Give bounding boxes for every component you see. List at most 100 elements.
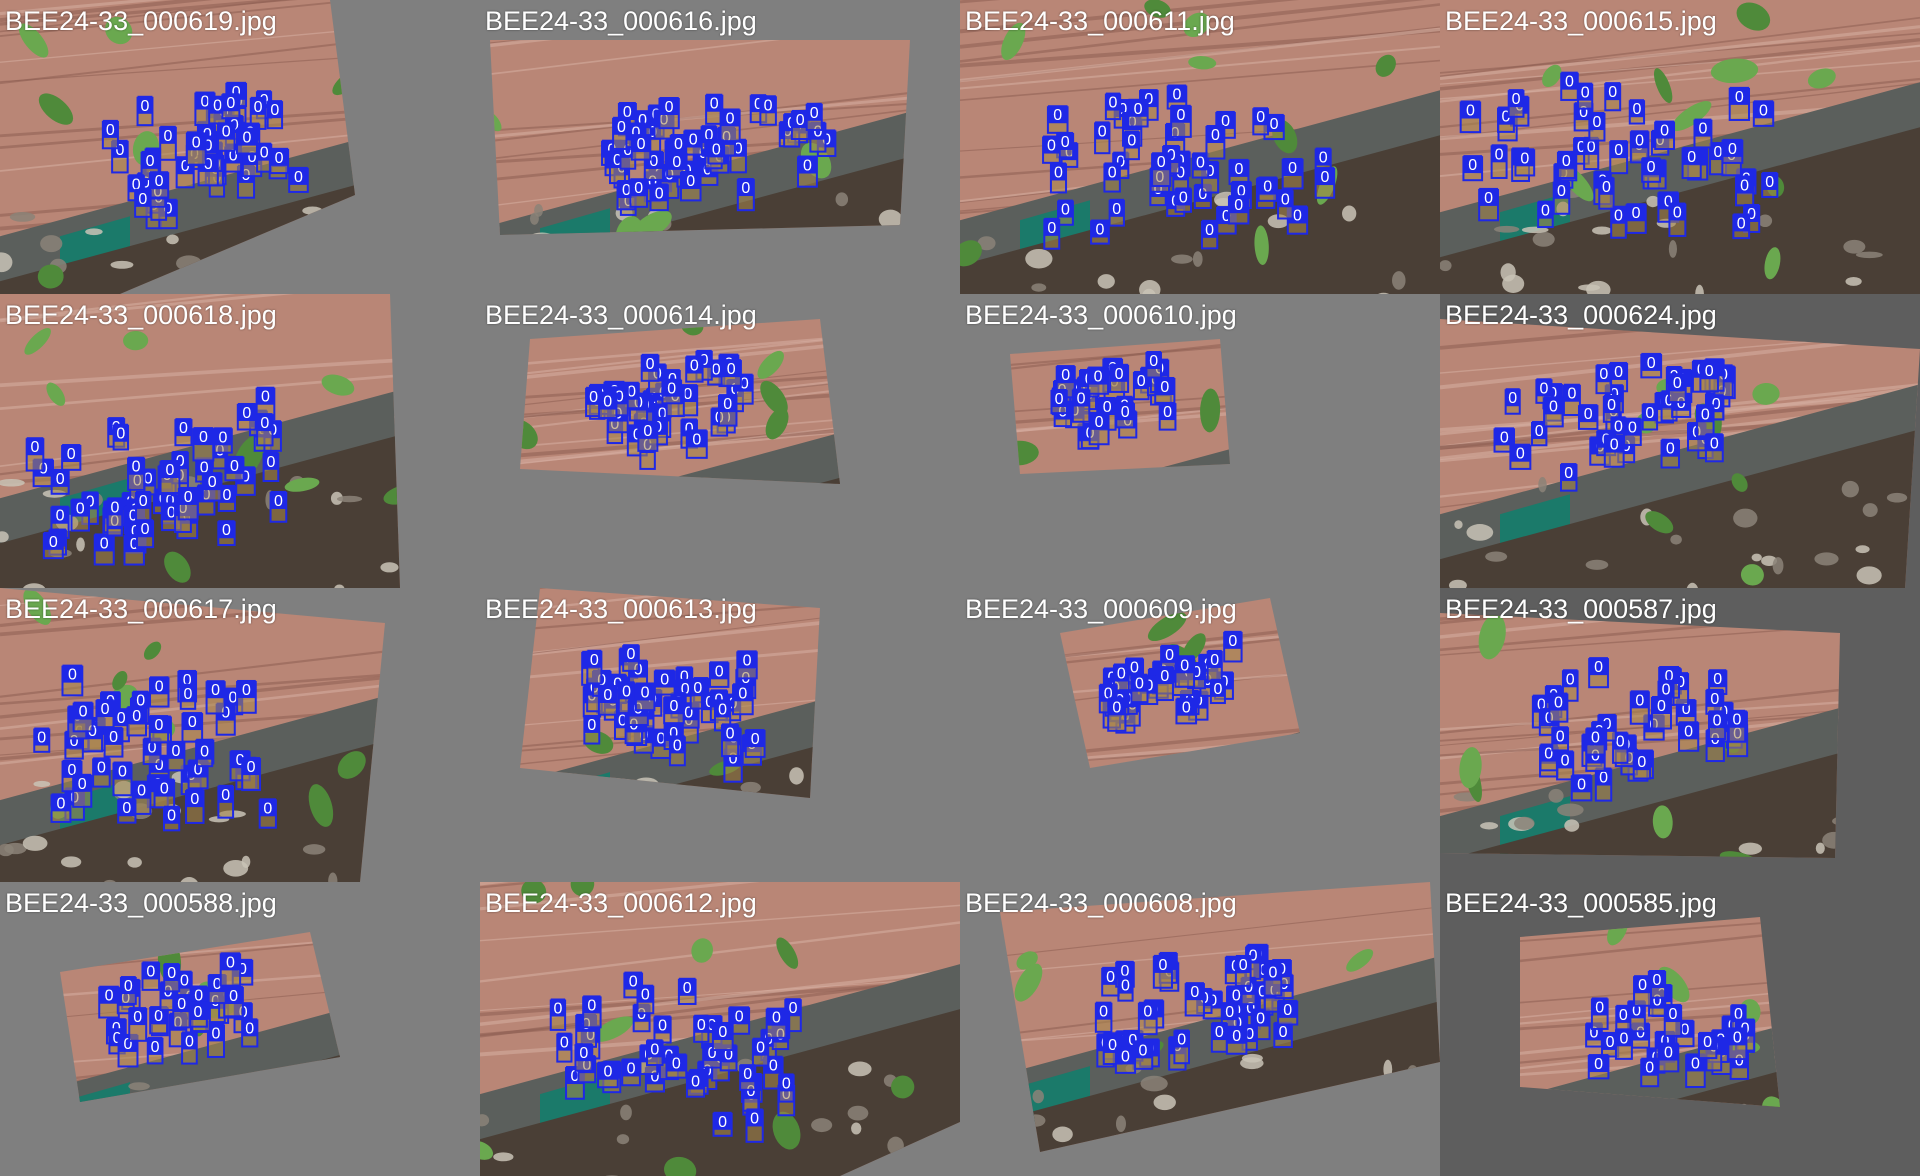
image-filename: BEE24-33_000610.jpg: [965, 300, 1237, 330]
stone: [679, 504, 689, 518]
image-tile[interactable]: 0000000000000000000000000000000000000000…: [0, 294, 480, 588]
class-label: 0: [76, 501, 85, 518]
stone: [328, 872, 338, 882]
wood-grain: [960, 27, 1440, 83]
leaf: [960, 1021, 975, 1063]
class-label: 0: [124, 978, 133, 995]
bee-detection: 0: [1663, 1004, 1683, 1037]
class-label: 0: [1256, 109, 1265, 126]
class-label: 0: [1645, 405, 1654, 422]
bee-detection: 0: [1504, 388, 1521, 415]
image-tile[interactable]: 0000000000000000000000000000000000000000…: [480, 882, 960, 1176]
bee-detection: 0: [1681, 146, 1702, 180]
bee-detection: 0: [1055, 365, 1076, 399]
ground: [1440, 731, 1840, 858]
bee-detection: 0: [241, 1018, 259, 1048]
stone: [1384, 560, 1397, 568]
leaf: [757, 350, 784, 379]
stone: [40, 235, 63, 253]
bee-detection: 0: [1145, 351, 1162, 379]
class-label: 0: [658, 1017, 667, 1034]
stone: [1127, 874, 1145, 882]
image-filename: BEE24-33_000618.jpg: [5, 300, 277, 330]
leaf: [1342, 792, 1379, 819]
class-label: 0: [803, 158, 812, 175]
wood-grain: [480, 825, 960, 877]
bee-detection: 0: [1551, 726, 1570, 752]
bee-detection: 0: [1556, 150, 1576, 179]
image-tile[interactable]: 0000000000000000000000000000000000000000…: [1440, 588, 1920, 882]
bee-detection: 0: [135, 490, 152, 524]
image-tile[interactable]: 0000000000000000000000000000000000000000…: [480, 0, 960, 294]
class-label: 0: [1562, 153, 1571, 170]
image-tile[interactable]: 000000000000000000000000000000BEE24-33_0…: [960, 294, 1440, 588]
class-label: 0: [680, 668, 689, 685]
image-tile[interactable]: 00000000000000000000000000000000000000BE…: [480, 294, 960, 588]
stone: [1646, 195, 1660, 208]
stone: [913, 800, 939, 820]
bee-detection: 0: [187, 759, 209, 790]
class-label: 0: [1143, 1004, 1152, 1021]
class-label: 0: [1687, 149, 1696, 166]
class-label: 0: [1733, 1029, 1742, 1046]
class-label: 0: [1516, 446, 1525, 463]
bee-detection: 0: [50, 793, 72, 823]
bee-detection: 0: [1493, 427, 1516, 453]
image-tile[interactable]: 0000000000000000000000000000000000000000…: [1440, 0, 1920, 294]
stone: [288, 231, 312, 241]
bee-detection: 0: [712, 1111, 733, 1137]
class-label: 0: [738, 685, 747, 702]
stone: [62, 1118, 88, 1125]
stone: [1514, 816, 1535, 830]
image-tile[interactable]: 0000000000000000000000000000000000BEE24-…: [960, 588, 1440, 882]
image-tile[interactable]: 000000000000000000000000000000BEE24-33_0…: [1440, 882, 1920, 1176]
image-tile[interactable]: 0000000000000000000000000000000000BEE24-…: [0, 882, 480, 1176]
leaf: [1736, 2, 1771, 31]
class-label: 0: [693, 680, 702, 697]
stone: [22, 835, 48, 851]
stone: [557, 867, 576, 879]
stone: [1822, 831, 1840, 849]
leaf: [405, 294, 453, 331]
class-label: 0: [260, 415, 269, 432]
class-label: 0: [637, 1006, 646, 1023]
class-label: 0: [1636, 1025, 1645, 1042]
class-label: 0: [146, 153, 155, 170]
image-tile[interactable]: 0000000000000000000000000000000000000000…: [960, 882, 1440, 1176]
bee-detection: 0: [1641, 403, 1659, 431]
bee-detection: 0: [236, 679, 257, 714]
class-label: 0: [1222, 208, 1231, 225]
class-label: 0: [686, 173, 695, 190]
wood-grain: [1060, 758, 1300, 768]
image-tile[interactable]: 0000000000000000000000000000000000000000…: [1440, 294, 1920, 588]
class-label: 0: [194, 987, 203, 1004]
stone: [1457, 1088, 1482, 1102]
bee-detection: 0: [705, 93, 724, 125]
bee-detection: 0: [1560, 463, 1578, 492]
wood-grain: [520, 636, 820, 683]
class-label: 0: [1549, 398, 1558, 415]
stone: [620, 1104, 632, 1121]
bee-detection: 0: [195, 741, 214, 768]
class-label: 0: [579, 1045, 588, 1062]
hive-entrance-teal: [1520, 1098, 1570, 1107]
stone: [1187, 497, 1214, 509]
image-tile[interactable]: 0000000000000000000000000000000000000000…: [480, 588, 960, 882]
wood-grain: [0, 0, 355, 37]
image-tile[interactable]: 0000000000000000000000000000000000000000…: [0, 0, 480, 294]
photo-content: 0000000000000000000000000000000000000000…: [480, 588, 960, 879]
class-label: 0: [1160, 379, 1169, 396]
stone: [166, 234, 179, 245]
stone: [1621, 1141, 1642, 1158]
image-filename: BEE24-33_000609.jpg: [965, 594, 1237, 624]
class-label: 0: [132, 176, 141, 193]
bee-detection: 0: [1094, 121, 1111, 155]
stone: [110, 260, 134, 269]
image-tile[interactable]: 0000000000000000000000000000000000000000…: [0, 588, 480, 882]
class-label: 0: [1109, 95, 1118, 112]
stone: [1142, 502, 1168, 516]
class-label: 0: [204, 138, 213, 155]
bee-detection: 0: [1562, 383, 1581, 417]
leaf: [1240, 299, 1281, 335]
